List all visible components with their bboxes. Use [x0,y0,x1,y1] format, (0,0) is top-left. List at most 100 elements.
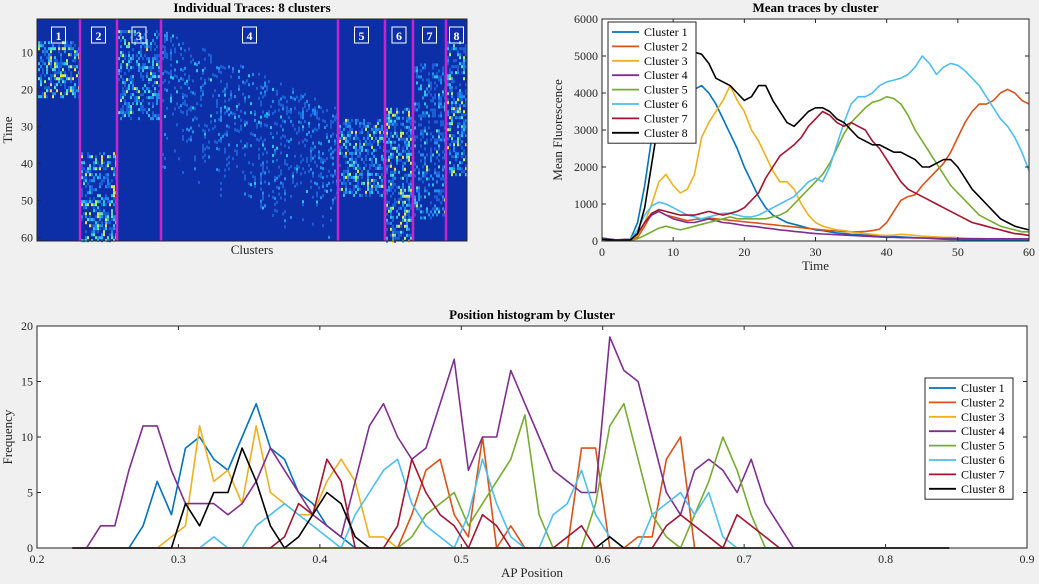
heatmap-cell [64,71,66,75]
heatmap-cell [111,215,113,219]
heatmap-cell [254,109,256,113]
heatmap-cell [38,44,40,48]
heatmap-cell [447,44,449,48]
heatmap-cell [324,159,326,163]
heatmap-cell [410,122,412,126]
heatmap-cell [463,170,465,174]
heatmap-cell [430,138,432,142]
heatmap-cell [148,81,150,85]
heatmap-cell [330,119,332,123]
heatmap-cell [130,81,132,85]
heatmap-cell [375,148,377,152]
heatmap-cell [66,89,68,93]
heatmap-cell [83,176,85,180]
heatmap-cluster-label: 2 [96,29,102,43]
heatmap-cell [347,133,349,137]
heatmap-cell [406,197,408,201]
heatmap-cell [180,68,182,72]
heatmap-cell [308,106,310,110]
heatmap-cell [264,204,266,208]
heatmap-cell [369,181,371,185]
heatmap-cell [438,114,440,118]
heatmap-cell [332,198,334,202]
heatmap-cell [461,128,463,132]
heatmap-cell [461,62,463,66]
heatmap-cell [432,75,434,79]
heatmap-cell [322,176,324,180]
heatmap-cell [392,206,394,210]
heatmap-cell [144,66,146,70]
heatmap-cell [128,42,130,46]
heatmap-cell [308,103,310,107]
heatmap-cell [440,138,442,142]
heatmap-cell [218,132,220,136]
heatmap-cell [272,135,274,139]
heatmap-cell [398,137,400,141]
heatmap-cell [74,83,76,87]
heatmap-cell [208,155,210,159]
heatmap-cell [38,95,40,99]
heatmap-cell [449,50,451,54]
heatmap-cell [388,185,390,189]
heatmap-cell [351,127,353,131]
heatmap-cell [434,162,436,166]
heatmap-cell [398,170,400,174]
heatmap-title: Individual Traces: 8 clusters [173,0,330,15]
heatmap-cell [111,236,113,240]
heatmap-cell [451,173,453,177]
heatmap-cell [254,133,256,137]
heatmap-cell [400,131,402,135]
heatmap-cell [463,65,465,69]
heatmap-cell [404,209,406,213]
heatmap-cell [357,166,359,170]
heatmap-cell [414,144,416,148]
heatmap-cell [304,144,306,148]
heatmap-cell [406,224,408,228]
heatmap-cell [76,53,78,57]
heatmap-cell [58,47,60,51]
heatmap-cell [359,139,361,143]
heatmap-cell [410,215,412,219]
heatmap-cell [424,189,426,193]
heatmap-cell [355,160,357,164]
heatmap-cell [420,159,422,163]
heatmap-cell [347,121,349,125]
heatmap-cell [298,99,300,103]
heatmap-cell [424,93,426,97]
heatmap-cell [284,192,286,196]
heatmap-cell [440,75,442,79]
heatmap-cell [262,143,264,147]
heatmap-cell [438,192,440,196]
heatmap-cell [322,224,324,228]
heatmap-cell [355,136,357,140]
mean-traces-legend-label: Cluster 7 [644,111,688,125]
heatmap-cell [310,152,312,156]
heatmap-cell [204,132,206,136]
heatmap-cell [190,60,192,64]
heatmap-cell [388,200,390,204]
heatmap-cell [414,102,416,106]
heatmap-cell [290,164,292,168]
heatmap-cell [300,121,302,125]
heatmap-cell [264,180,266,184]
histogram-legend-label: Cluster 2 [961,395,1005,409]
heatmap-cell [365,157,367,161]
heatmap-cell [138,51,140,55]
heatmap-cell [148,57,150,61]
heatmap-cell [154,114,156,118]
heatmap-cell [140,105,142,109]
heatmap-cell [126,78,128,82]
heatmap-cell [388,116,390,120]
heatmap-cell [286,109,288,113]
heatmap-cell [386,119,388,123]
heatmap-cell [436,198,438,202]
heatmap-cell [404,215,406,219]
heatmap-cell [244,153,246,157]
heatmap-cell [434,189,436,193]
heatmap-cell [388,110,390,114]
heatmap-cell [410,116,412,120]
heatmap-cell [276,176,278,180]
heatmap-cell [268,113,270,117]
heatmap-cell [93,209,95,213]
heatmap-cell [294,184,296,188]
